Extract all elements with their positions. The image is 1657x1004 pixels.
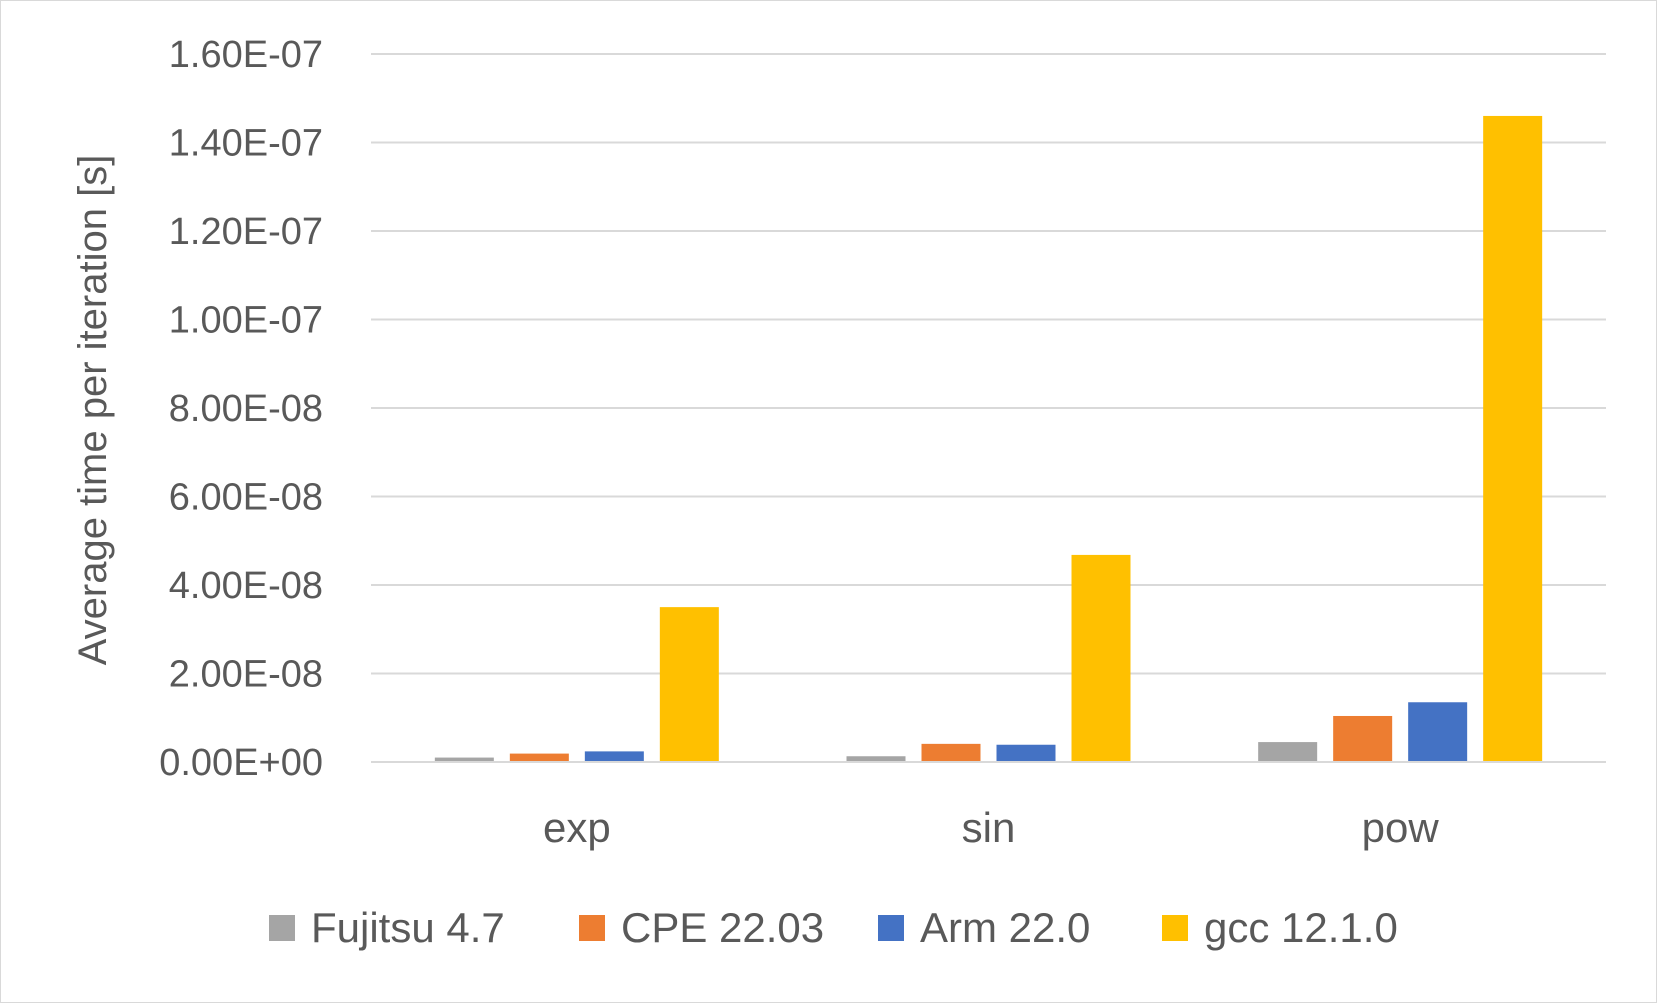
- x-category-label: exp: [543, 804, 611, 851]
- bar-pow-2: [1408, 702, 1468, 762]
- bar-pow-0: [1258, 742, 1318, 762]
- bar-sin-0: [846, 756, 906, 762]
- legend-label: gcc 12.1.0: [1204, 904, 1398, 951]
- y-tick-label: 8.00E-08: [169, 388, 323, 430]
- legend-label: Arm 22.0: [920, 904, 1090, 951]
- y-axis-title: Average time per iteration [s]: [71, 155, 115, 666]
- legend-swatch: [878, 915, 904, 941]
- x-category-label: pow: [1362, 804, 1440, 851]
- y-tick-label: 0.00E+00: [159, 742, 323, 784]
- y-tick-label: 1.00E-07: [169, 300, 323, 342]
- legend-swatch: [1162, 915, 1188, 941]
- y-tick-label: 1.40E-07: [169, 123, 323, 165]
- bar-exp-2: [584, 751, 644, 762]
- y-tick-label: 6.00E-08: [169, 477, 323, 519]
- bar-sin-1: [921, 743, 981, 762]
- bar-exp-1: [509, 753, 569, 762]
- y-tick-label: 4.00E-08: [169, 565, 323, 607]
- legend: Fujitsu 4.7 CPE 22.03 Arm 22.0 gcc 12.1.0: [269, 904, 1398, 951]
- y-axis-ticks: 0.00E+00 2.00E-08 4.00E-08 6.00E-08 8.00E-08…: [159, 34, 323, 784]
- x-category-label: sin: [962, 804, 1016, 851]
- y-tick-label: 1.60E-07: [169, 34, 323, 76]
- legend-label: CPE 22.03: [621, 904, 824, 951]
- bars: [434, 115, 1543, 762]
- gridlines: [371, 53, 1606, 675]
- bar-pow-3: [1483, 115, 1543, 762]
- bar-sin-2: [996, 744, 1056, 762]
- bar-pow-1: [1333, 715, 1393, 762]
- y-tick-label: 2.00E-08: [169, 654, 323, 696]
- legend-swatch: [579, 915, 605, 941]
- bar-sin-3: [1071, 554, 1131, 762]
- bar-exp-3: [659, 607, 719, 762]
- legend-label: Fujitsu 4.7: [311, 904, 505, 951]
- y-tick-label: 1.20E-07: [169, 211, 323, 253]
- bar-exp-0: [434, 757, 494, 762]
- x-axis-categories: exp sin pow: [543, 804, 1439, 851]
- legend-swatch: [269, 915, 295, 941]
